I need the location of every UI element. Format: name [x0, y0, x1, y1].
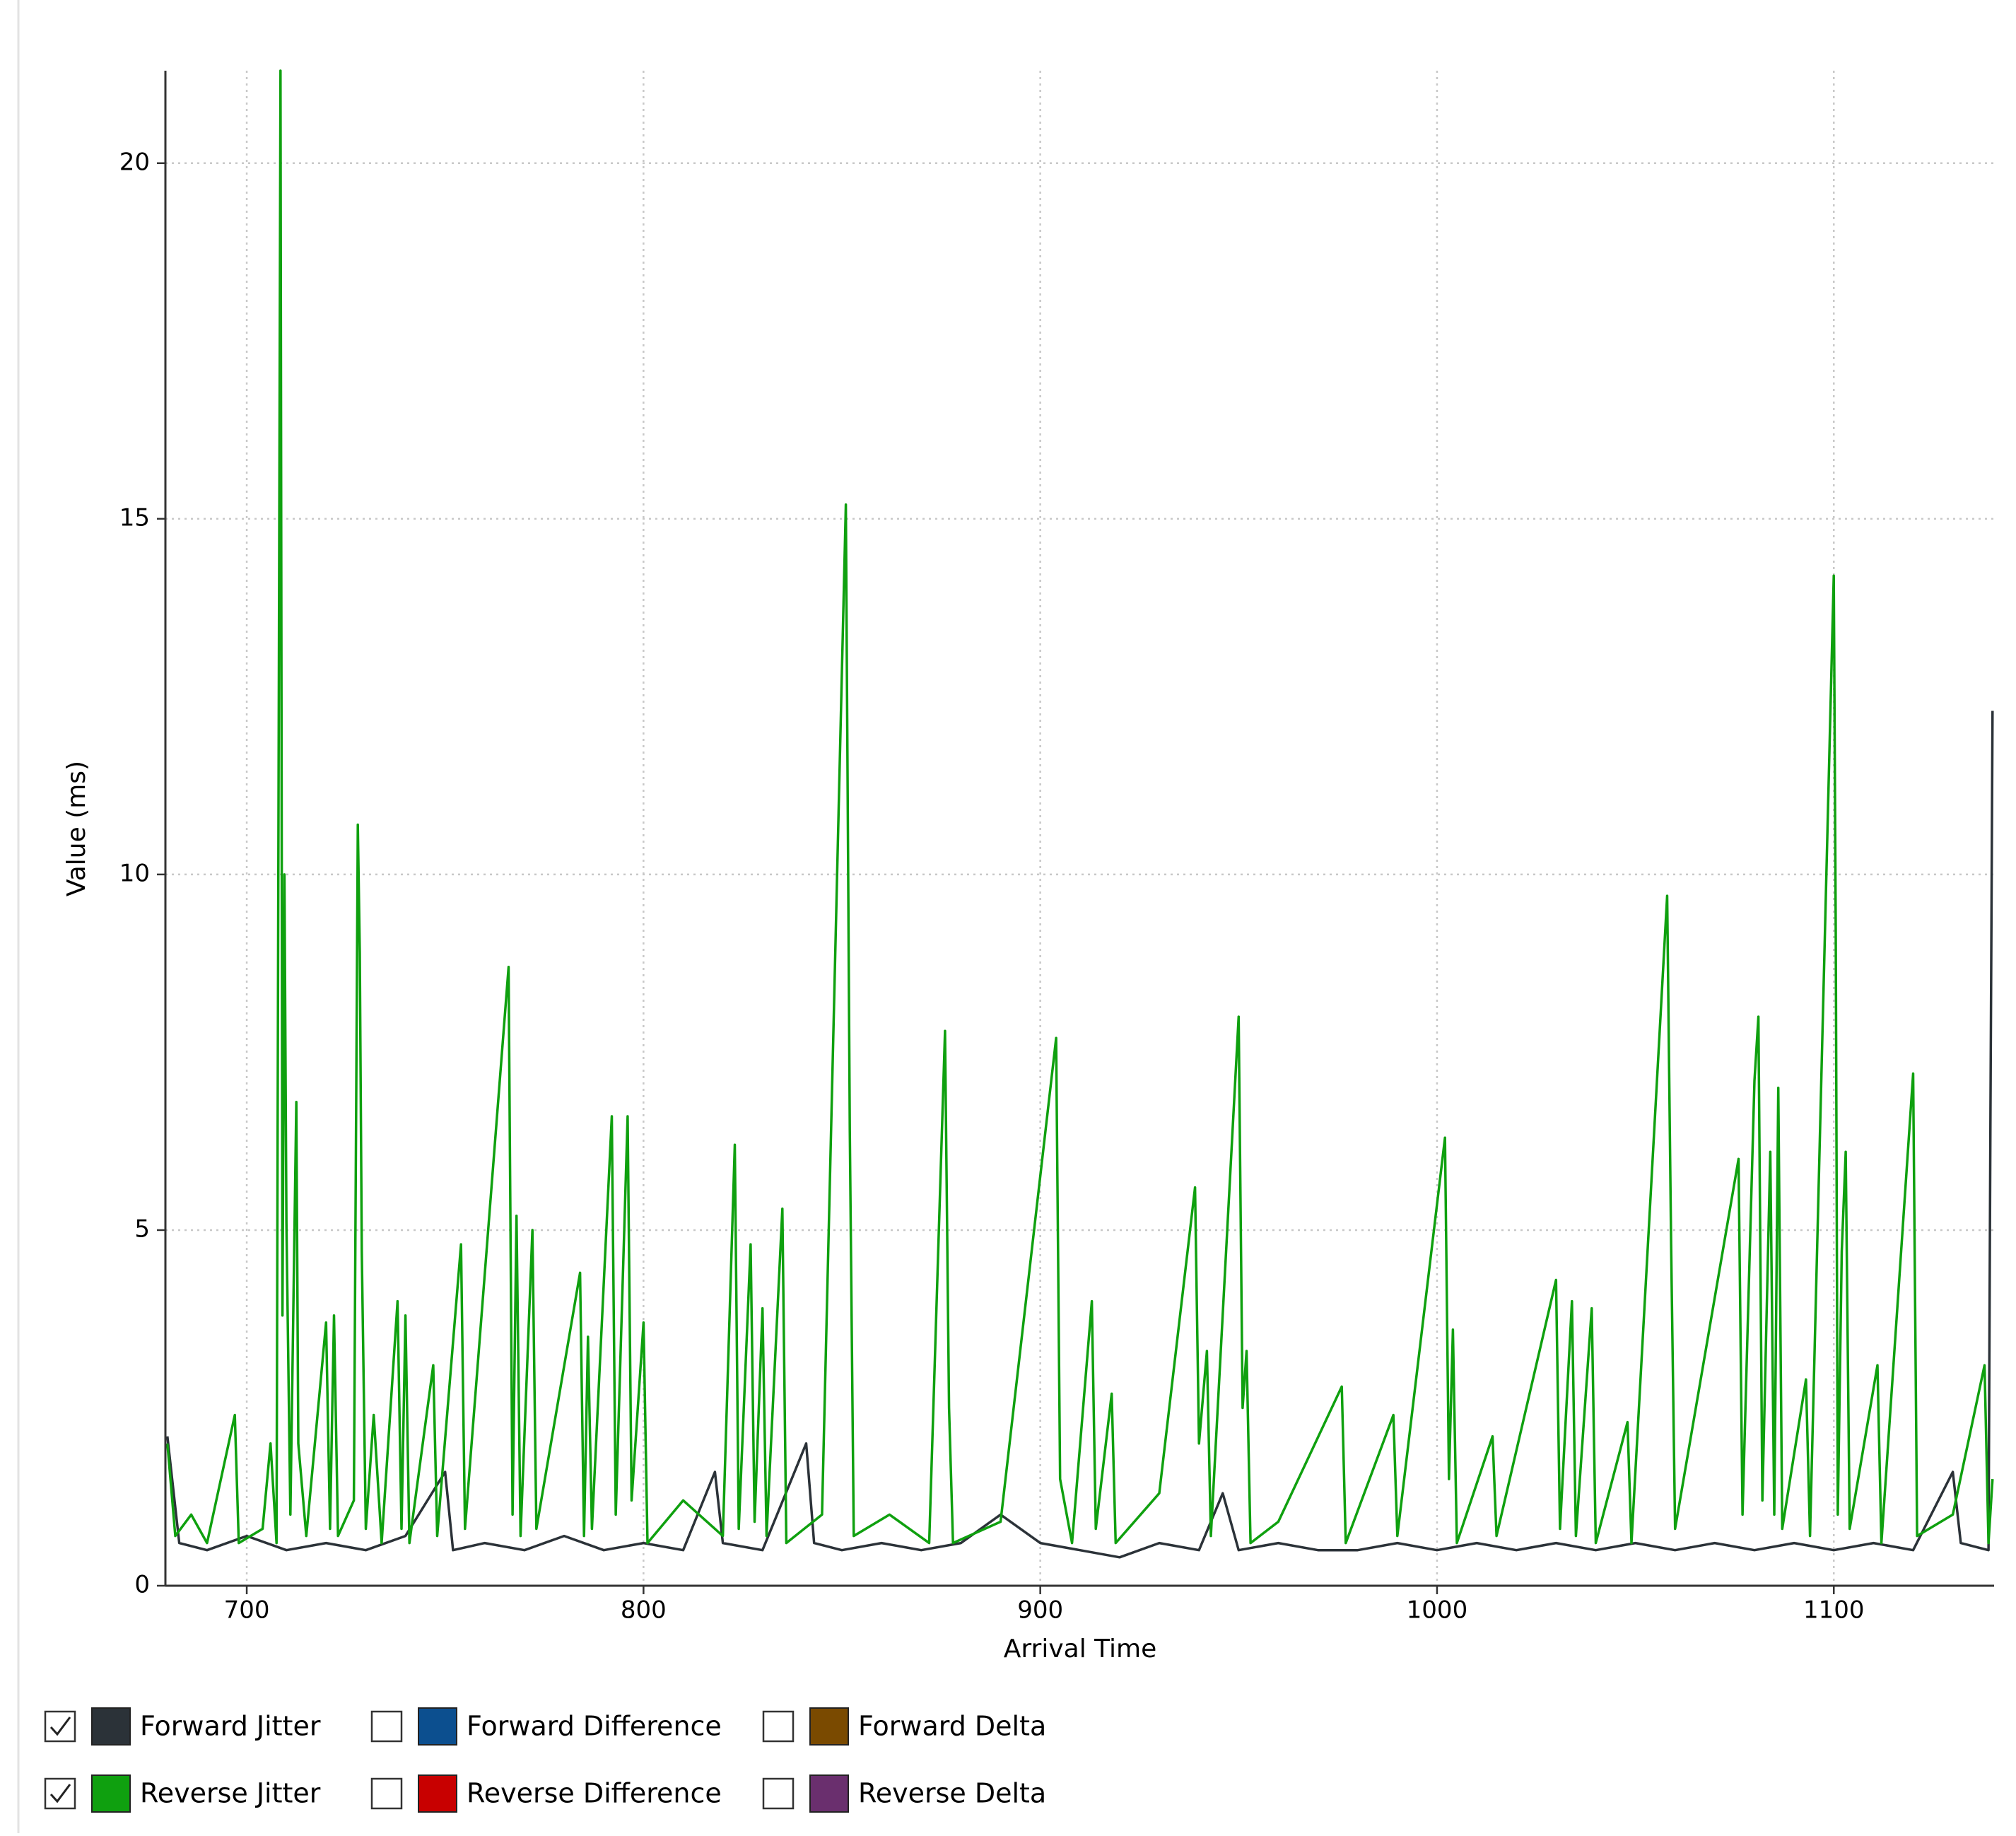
legend-swatch — [809, 1707, 849, 1746]
legend-checkbox[interactable] — [44, 1777, 76, 1810]
series-line — [166, 711, 1994, 1559]
legend-label: Reverse Jitter — [140, 1778, 321, 1809]
legend-label: Reverse Difference — [467, 1778, 722, 1809]
y-tick-label: 5 — [134, 1215, 150, 1243]
y-tick-label: 15 — [119, 503, 150, 532]
legend-label: Forward Difference — [467, 1711, 722, 1742]
checkmark — [49, 1784, 71, 1803]
x-tick-label: 700 — [224, 1596, 270, 1625]
y-tick-label: 20 — [119, 148, 150, 176]
legend-swatch — [418, 1707, 457, 1746]
legend-label: Forward Delta — [858, 1711, 1046, 1742]
legend-swatch — [91, 1774, 131, 1813]
x-axis-title: Arrival Time — [1004, 1635, 1157, 1663]
legend-checkbox[interactable] — [370, 1777, 403, 1810]
x-tick-label: 900 — [1017, 1596, 1063, 1625]
legend-checkbox[interactable] — [762, 1710, 795, 1743]
y-tick-label: 0 — [134, 1571, 150, 1599]
legend-swatch — [809, 1774, 849, 1813]
legend-checkbox[interactable] — [370, 1710, 403, 1743]
series-line — [166, 69, 1994, 1545]
legend-checkbox[interactable] — [762, 1777, 795, 1810]
legend-checkbox[interactable] — [44, 1710, 76, 1743]
x-tick-label: 1100 — [1803, 1596, 1865, 1625]
legend-swatch — [91, 1707, 131, 1746]
checkmark — [49, 1717, 71, 1736]
y-tick-label: 10 — [119, 859, 150, 887]
legend-label: Reverse Delta — [858, 1778, 1046, 1809]
y-axis-title: Value (ms) — [62, 761, 91, 896]
x-tick-label: 800 — [621, 1596, 667, 1625]
x-tick-label: 1000 — [1407, 1596, 1468, 1625]
legend-label: Forward Jitter — [140, 1711, 321, 1742]
legend-swatch — [418, 1774, 457, 1813]
